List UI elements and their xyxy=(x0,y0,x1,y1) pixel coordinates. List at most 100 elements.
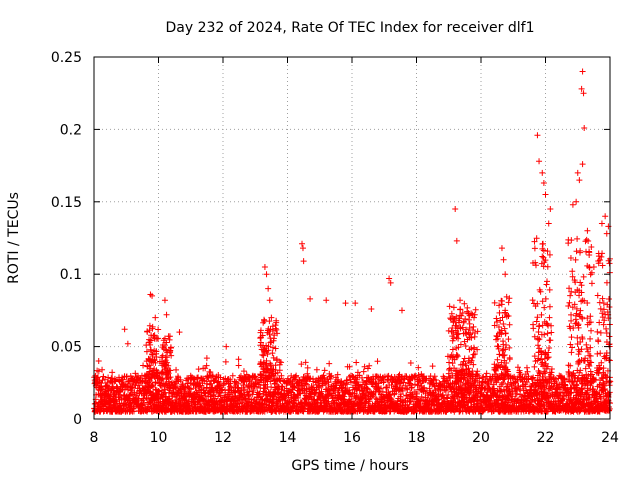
data-point xyxy=(240,382,247,389)
data-point xyxy=(318,388,325,395)
data-point xyxy=(235,356,242,363)
data-point xyxy=(279,384,286,391)
data-point xyxy=(346,363,353,370)
chart-title: Day 232 of 2024, Rate Of TEC Index for r… xyxy=(166,20,535,36)
data-point xyxy=(98,380,105,387)
data-point xyxy=(222,358,229,365)
data-point xyxy=(252,373,259,380)
data-point xyxy=(198,403,205,410)
data-point xyxy=(177,386,184,393)
x-tick-label: 8 xyxy=(90,430,99,446)
data-point xyxy=(325,379,332,386)
x-axis-label: GPS time / hours xyxy=(291,458,408,474)
data-point xyxy=(278,383,285,390)
data-point xyxy=(207,380,214,387)
data-point xyxy=(215,378,222,385)
data-point xyxy=(163,393,170,400)
data-point xyxy=(366,362,373,369)
x-tick-label: 22 xyxy=(537,430,555,446)
data-point xyxy=(164,405,171,412)
data-point xyxy=(136,382,143,389)
data-point xyxy=(246,388,253,395)
data-point xyxy=(240,368,247,375)
y-axis-label: ROTI / TECUs xyxy=(6,192,22,284)
x-tick-label: 24 xyxy=(601,430,619,446)
x-tick-label: 14 xyxy=(279,430,297,446)
data-point xyxy=(302,359,309,366)
data-point xyxy=(219,386,226,393)
data-point xyxy=(212,375,219,382)
data-point xyxy=(105,374,112,381)
data-point xyxy=(118,393,125,400)
data-point xyxy=(313,366,320,373)
data-point xyxy=(236,400,243,407)
data-point xyxy=(235,362,242,369)
data-point xyxy=(202,365,209,372)
data-point xyxy=(311,390,318,397)
data-point xyxy=(285,388,292,395)
data-point xyxy=(99,377,106,384)
data-point xyxy=(173,366,180,373)
data-point xyxy=(303,381,310,388)
data-point xyxy=(155,395,162,402)
data-point xyxy=(321,374,328,381)
data-point xyxy=(146,398,153,405)
data-point xyxy=(112,377,119,384)
data-point xyxy=(135,396,142,403)
y-tick-label: 0 xyxy=(73,412,82,428)
data-point xyxy=(334,376,341,383)
data-point xyxy=(280,377,287,384)
data-point xyxy=(327,375,334,382)
data-point xyxy=(184,380,191,387)
x-tick-label: 10 xyxy=(150,430,168,446)
data-point xyxy=(334,371,341,378)
data-point xyxy=(361,393,368,400)
data-point xyxy=(326,360,333,367)
data-point xyxy=(202,390,209,397)
data-point xyxy=(347,376,354,383)
data-point xyxy=(195,366,202,373)
data-point xyxy=(298,361,305,368)
data-point xyxy=(353,359,360,366)
data-point xyxy=(130,408,137,415)
data-point xyxy=(364,365,371,372)
data-point xyxy=(284,375,291,382)
data-point xyxy=(95,357,102,364)
data-point xyxy=(185,384,192,391)
x-tick-label: 16 xyxy=(343,430,361,446)
data-point xyxy=(177,376,184,383)
data-point xyxy=(98,385,105,392)
data-point xyxy=(217,374,224,381)
data-point xyxy=(304,364,311,371)
data-point xyxy=(123,373,130,380)
data-point xyxy=(188,386,195,393)
data-point xyxy=(218,387,225,394)
data-point xyxy=(360,407,367,414)
data-point xyxy=(278,372,285,379)
data-point xyxy=(207,369,214,376)
y-tick-label: 0.25 xyxy=(51,50,82,66)
data-point xyxy=(172,383,179,390)
data-point xyxy=(141,400,148,407)
data-point xyxy=(306,376,313,383)
data-point xyxy=(93,374,100,381)
data-point xyxy=(343,377,350,384)
x-tick-label: 12 xyxy=(214,430,232,446)
data-point xyxy=(361,363,368,370)
x-tick-label: 20 xyxy=(472,430,490,446)
data-point xyxy=(304,370,311,377)
data-point xyxy=(140,397,147,404)
data-point xyxy=(195,374,202,381)
y-tick-label: 0.1 xyxy=(60,267,82,283)
data-point xyxy=(132,370,139,377)
data-point xyxy=(229,372,236,379)
data-point xyxy=(286,399,293,406)
x-tick-label: 18 xyxy=(408,430,426,446)
data-point xyxy=(360,368,367,375)
data-point xyxy=(102,376,109,383)
data-point xyxy=(269,399,276,406)
data-point xyxy=(118,396,125,403)
data-point xyxy=(148,382,155,389)
data-point xyxy=(293,372,300,379)
